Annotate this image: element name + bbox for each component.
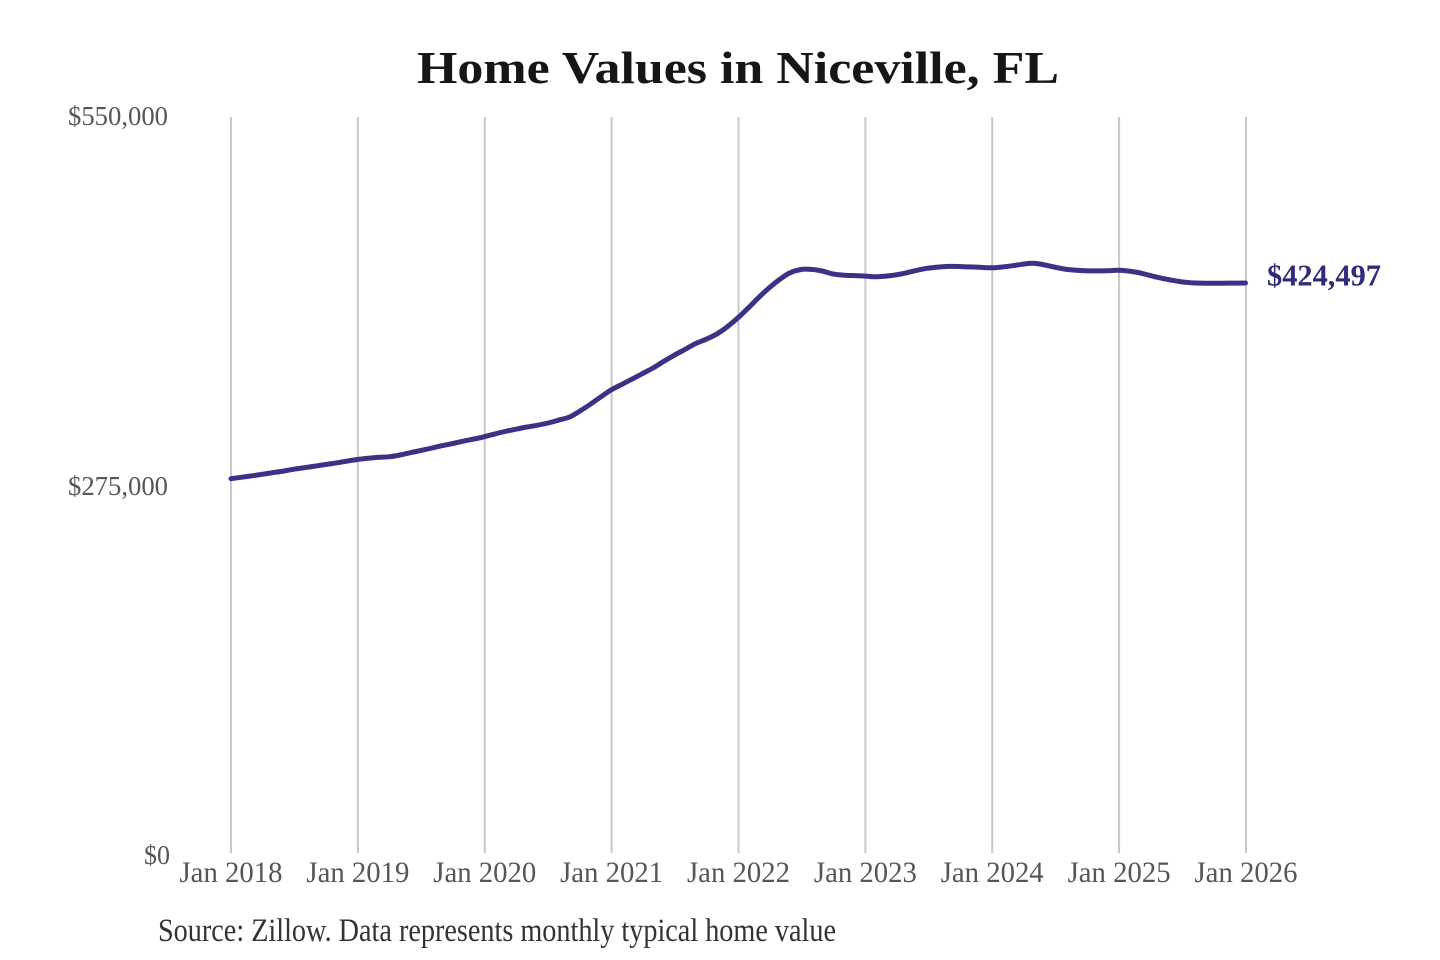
svg-text:Jan 2020: Jan 2020 <box>433 857 536 889</box>
svg-text:$275,000: $275,000 <box>68 471 168 501</box>
svg-text:Jan 2018: Jan 2018 <box>180 857 283 889</box>
svg-text:Jan 2024: Jan 2024 <box>941 857 1044 889</box>
svg-text:Jan 2023: Jan 2023 <box>814 857 917 889</box>
svg-text:Jan 2019: Jan 2019 <box>306 857 409 889</box>
svg-text:Jan 2022: Jan 2022 <box>687 857 790 889</box>
svg-text:$0: $0 <box>144 840 170 870</box>
svg-text:Jan 2025: Jan 2025 <box>1068 857 1171 889</box>
svg-text:Jan 2021: Jan 2021 <box>560 857 663 889</box>
svg-text:$424,497: $424,497 <box>1267 259 1381 293</box>
svg-text:$550,000: $550,000 <box>68 101 168 131</box>
svg-text:Jan 2026: Jan 2026 <box>1195 857 1298 889</box>
svg-text:Source: Zillow. Data represent: Source: Zillow. Data represents monthly … <box>158 913 836 949</box>
svg-text:Home Values in Niceville, FL: Home Values in Niceville, FL <box>417 42 1059 93</box>
